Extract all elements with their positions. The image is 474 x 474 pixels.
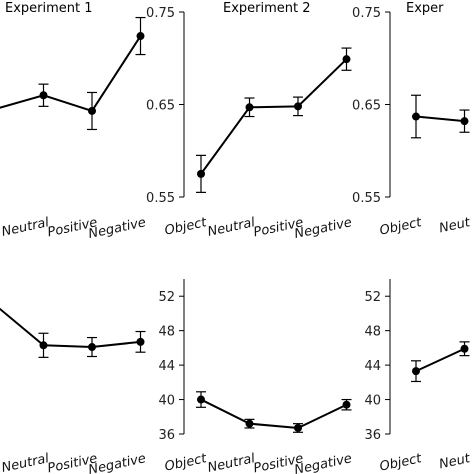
y-tick-label: 52: [364, 290, 381, 305]
panel-title: Exper: [406, 1, 444, 16]
category-label: Neut: [438, 215, 472, 236]
y-tick-label: 0.55: [352, 191, 381, 206]
y-tick-label: 48: [158, 325, 175, 340]
y-tick-label: 36: [364, 428, 381, 443]
data-point: [136, 32, 145, 41]
data-point: [294, 423, 302, 432]
category-label: Object: [163, 451, 208, 474]
series-line: [0, 35, 142, 113]
data-point: [136, 337, 145, 346]
data-point: [412, 112, 420, 121]
category-label: Neutral: [206, 215, 256, 240]
y-tick-label: 0.65: [352, 99, 381, 114]
series-line: [415, 115, 465, 123]
series-line: [415, 347, 465, 373]
panel-title: Experiment 2: [223, 1, 311, 16]
data-point: [88, 343, 96, 352]
y-tick-label: 0.55: [146, 191, 175, 206]
data-point: [197, 395, 205, 404]
category-label: Neutral: [206, 451, 256, 474]
category-label: Neutral: [0, 451, 50, 474]
panel-title: Experiment 1: [5, 1, 93, 16]
data-point: [245, 419, 254, 428]
category-label: Neut: [438, 451, 472, 472]
data-point: [460, 117, 469, 126]
data-point: [294, 102, 302, 111]
series-line: [0, 307, 141, 349]
y-tick-label: 36: [158, 428, 175, 443]
data-point: [342, 55, 351, 64]
y-tick-label: 48: [364, 325, 381, 340]
category-label: Object: [163, 215, 208, 239]
y-tick-label: 40: [158, 394, 175, 409]
data-point: [197, 169, 205, 178]
y-tick-label: 44: [364, 359, 381, 374]
category-label: Object: [378, 451, 423, 474]
data-point: [460, 344, 469, 353]
category-label: Object: [378, 215, 423, 239]
data-point: [88, 106, 96, 115]
data-point: [245, 103, 254, 112]
y-tick-label: 40: [364, 394, 381, 409]
y-tick-label: 0.65: [146, 99, 175, 114]
y-tick-label: 0.75: [146, 6, 175, 21]
category-label: Neutral: [0, 215, 50, 240]
y-tick-label: 0.75: [352, 6, 381, 21]
data-point: [39, 91, 48, 100]
y-tick-label: 52: [158, 290, 175, 305]
y-tick-label: 44: [158, 359, 175, 374]
data-point: [342, 400, 351, 409]
data-point: [39, 341, 48, 350]
series-line: [200, 58, 348, 175]
series-line: [200, 398, 347, 429]
data-point: [412, 367, 420, 376]
